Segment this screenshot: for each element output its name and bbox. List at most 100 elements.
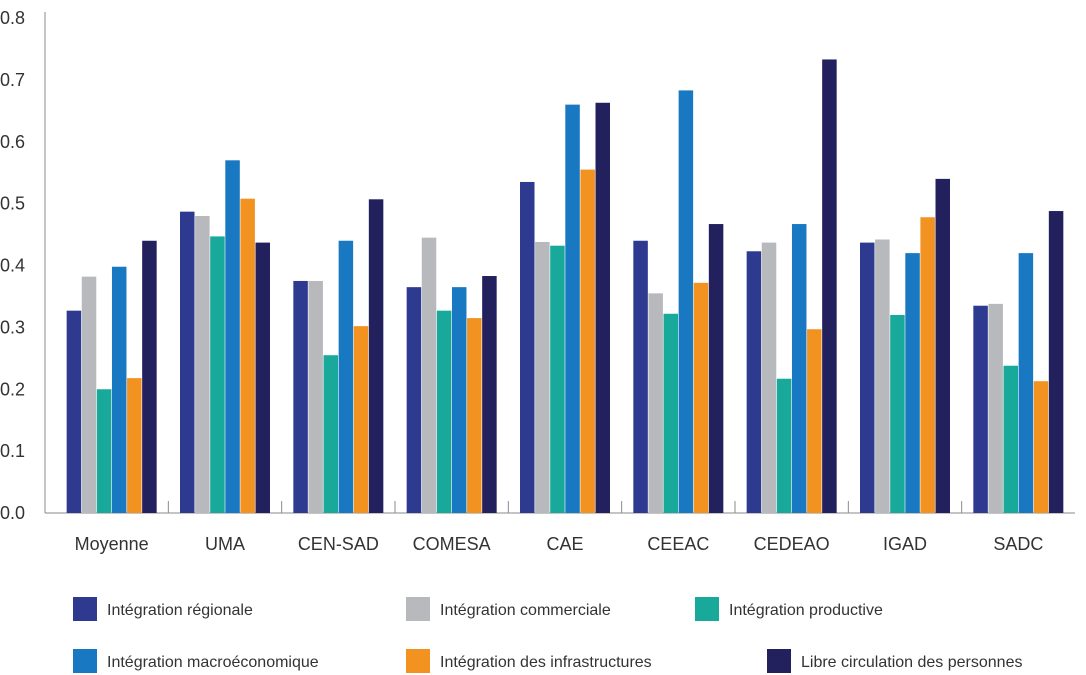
- legend-item: Libre circulation des personnes: [767, 649, 1022, 673]
- bar: [663, 313, 679, 513]
- bar: [580, 169, 595, 513]
- bar: [708, 224, 724, 513]
- x-category-label: Moyenne: [75, 534, 149, 554]
- legend-label: Intégration régionale: [107, 602, 253, 619]
- bar-series-group: [66, 59, 1064, 514]
- bar-series: [142, 59, 1064, 514]
- bar: [973, 305, 988, 513]
- legend-swatch: [767, 649, 791, 673]
- y-tick-label: 0.3: [0, 317, 25, 337]
- bar: [875, 239, 890, 513]
- bar: [520, 181, 535, 513]
- bar: [565, 104, 580, 513]
- y-tick-label: 0.8: [0, 8, 25, 28]
- y-tick-label: 0.0: [0, 503, 25, 523]
- bar: [195, 216, 210, 513]
- bar: [293, 280, 308, 513]
- bar-series: [111, 90, 1034, 514]
- bar: [323, 355, 339, 513]
- bar-series: [96, 236, 1019, 513]
- bar: [436, 310, 452, 513]
- bar: [678, 90, 694, 514]
- y-tick-label: 0.7: [0, 70, 25, 90]
- bar: [1018, 253, 1034, 513]
- legend-label: Intégration commerciale: [440, 602, 611, 619]
- x-category-label: CAE: [546, 534, 583, 554]
- bar: [451, 287, 467, 513]
- legend-label: Intégration macroéconomique: [107, 654, 319, 671]
- x-category-label: CEDEAO: [754, 534, 830, 554]
- x-category-label: CEN-SAD: [298, 534, 379, 554]
- legend-item: Intégration productive: [695, 597, 883, 621]
- x-category-label: UMA: [205, 534, 245, 554]
- legend-swatch: [695, 597, 719, 621]
- x-axis: Moyenne UMA CEN-SAD COMESA CAE CEEAC CEDEAO IGA…: [45, 501, 1075, 554]
- bar: [467, 318, 482, 513]
- legend-label: Intégration productive: [729, 602, 883, 619]
- legend-item: Intégration macroéconomique: [73, 649, 319, 673]
- bar: [905, 253, 920, 513]
- bar: [791, 224, 807, 513]
- legend-label: Libre circulation des personnes: [801, 654, 1022, 671]
- y-tick-label: 0.5: [0, 194, 25, 214]
- bar: [1048, 211, 1064, 514]
- bar: [142, 240, 157, 513]
- x-category-label: CEEAC: [647, 534, 709, 554]
- bar: [338, 240, 354, 513]
- bar: [595, 102, 610, 514]
- bar: [648, 293, 663, 513]
- bar-series: [127, 169, 1049, 514]
- bar: [988, 303, 1003, 513]
- bar: [240, 198, 255, 514]
- legend-swatch: [406, 649, 430, 673]
- bar-series: [81, 216, 1003, 514]
- bar: [550, 245, 565, 513]
- bar: [96, 389, 112, 513]
- bar: [66, 310, 82, 513]
- bar: [210, 236, 225, 513]
- legend-item: Intégration des infrastructures: [406, 649, 652, 673]
- legend: Intégration régionale Intégration commerc…: [73, 597, 1022, 673]
- bar: [482, 276, 497, 513]
- bar: [225, 160, 240, 513]
- x-category-label: SADC: [993, 534, 1043, 554]
- legend-item: Intégration commerciale: [406, 597, 611, 621]
- bar: [535, 241, 550, 514]
- bar: [406, 287, 422, 513]
- legend-swatch: [406, 597, 430, 621]
- bar: [693, 282, 709, 513]
- bar: [1003, 365, 1019, 513]
- y-axis: 0.0 0.1 0.2 0.3 0.4 0.5 0.6 0.7 0.8: [0, 8, 46, 523]
- bar: [255, 242, 270, 513]
- bar: [421, 237, 437, 513]
- y-tick-label: 0.1: [0, 441, 25, 461]
- bar: [935, 178, 950, 513]
- bar: [633, 240, 648, 513]
- y-tick-label: 0.2: [0, 379, 25, 399]
- y-tick-label: 0.6: [0, 132, 25, 152]
- bar: [860, 242, 875, 513]
- legend-swatch: [73, 649, 97, 673]
- bar: [81, 276, 97, 513]
- bar: [180, 211, 195, 513]
- bar: [368, 199, 384, 513]
- bar: [1033, 381, 1049, 513]
- legend-swatch: [73, 597, 97, 621]
- bar: [822, 59, 837, 514]
- legend-item: Intégration régionale: [73, 597, 253, 621]
- bar: [807, 329, 822, 513]
- legend-label: Intégration des infrastructures: [440, 654, 652, 671]
- bar: [746, 251, 762, 514]
- bar: [111, 266, 127, 513]
- y-tick-label: 0.4: [0, 256, 25, 276]
- bar: [353, 326, 369, 513]
- bar: [127, 378, 142, 513]
- bar: [890, 315, 905, 513]
- bar: [308, 280, 323, 513]
- bar: [920, 217, 935, 514]
- x-category-label: IGAD: [883, 534, 927, 554]
- bar: [761, 242, 777, 513]
- x-category-label: COMESA: [413, 534, 491, 554]
- bar: [776, 378, 792, 513]
